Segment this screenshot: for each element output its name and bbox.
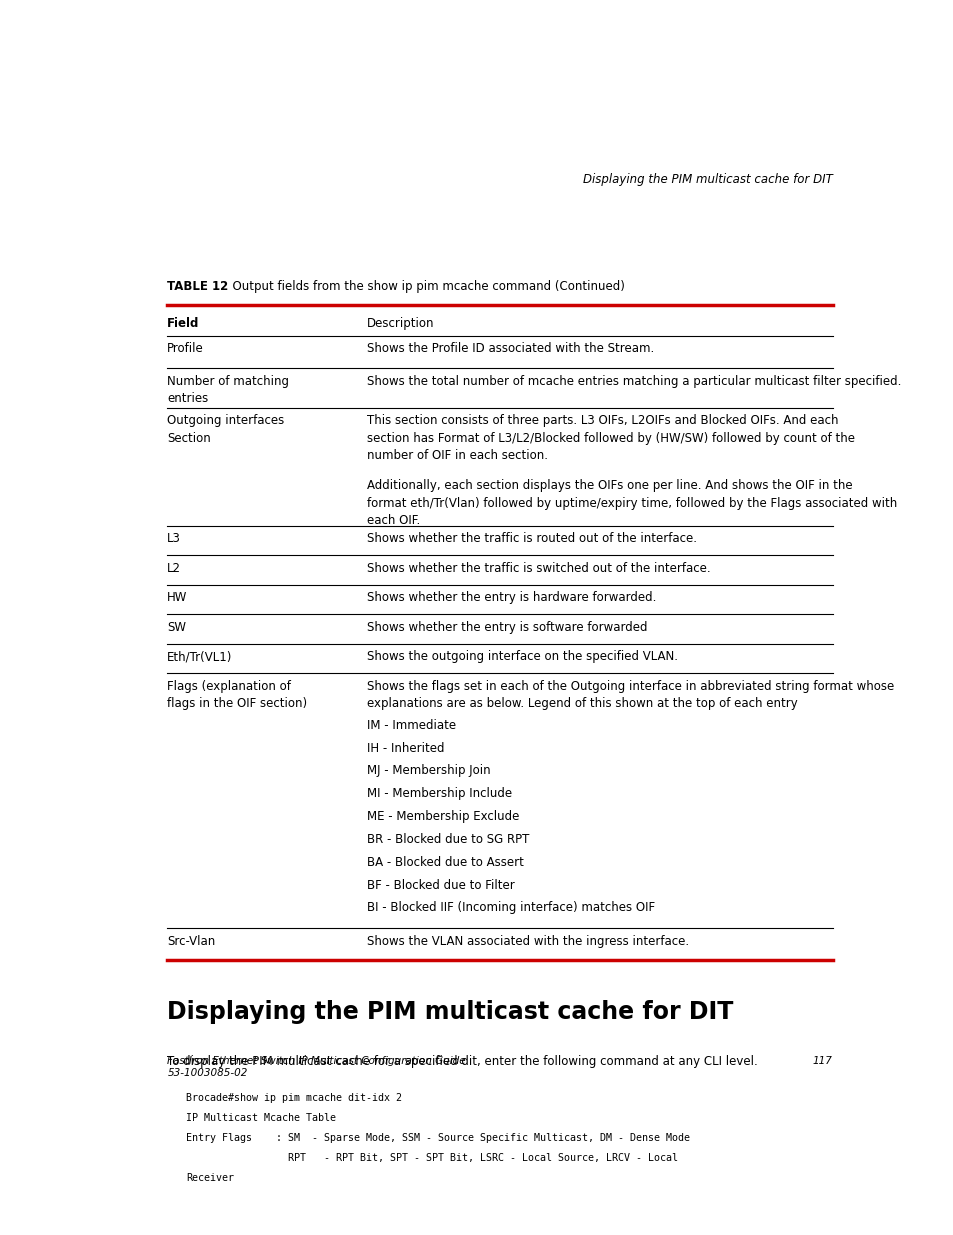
Text: This section consists of three parts. L3 OIFs, L2OIFs and Blocked OIFs. And each: This section consists of three parts. L3… — [367, 415, 854, 462]
Text: L2: L2 — [167, 562, 181, 574]
Text: Shows the Profile ID associated with the Stream.: Shows the Profile ID associated with the… — [367, 342, 654, 356]
Text: Field: Field — [167, 317, 199, 331]
Text: Shows whether the traffic is switched out of the interface.: Shows whether the traffic is switched ou… — [367, 562, 710, 574]
Text: Shows the outgoing interface on the specified VLAN.: Shows the outgoing interface on the spec… — [367, 651, 678, 663]
Text: Displaying the PIM multicast cache for DIT: Displaying the PIM multicast cache for D… — [167, 1000, 733, 1024]
Text: TABLE 12: TABLE 12 — [167, 280, 229, 293]
Text: Shows whether the entry is hardware forwarded.: Shows whether the entry is hardware forw… — [367, 592, 656, 604]
Text: Shows whether the entry is software forwarded: Shows whether the entry is software forw… — [367, 621, 647, 634]
Text: IH - Inherited: IH - Inherited — [367, 741, 444, 755]
Text: Eth/Tr(VL1): Eth/Tr(VL1) — [167, 651, 233, 663]
Text: Src-Vlan: Src-Vlan — [167, 935, 215, 947]
Text: Profile: Profile — [167, 342, 204, 356]
Text: SW: SW — [167, 621, 186, 634]
Text: FastIron Ethernet Switch IP Multicast Configuration Guide: FastIron Ethernet Switch IP Multicast Co… — [167, 1056, 465, 1066]
Text: Outgoing interfaces
Section: Outgoing interfaces Section — [167, 415, 284, 445]
Text: HW: HW — [167, 592, 188, 604]
Text: Additionally, each section displays the OIFs one per line. And shows the OIF in : Additionally, each section displays the … — [367, 479, 896, 527]
Text: BI - Blocked IIF (Incoming interface) matches OIF: BI - Blocked IIF (Incoming interface) ma… — [367, 902, 655, 914]
Text: Entry Flags    : SM  - Sparse Mode, SSM - Source Specific Multicast, DM - Dense : Entry Flags : SM - Sparse Mode, SSM - So… — [186, 1134, 689, 1144]
Text: Shows the total number of mcache entries matching a particular multicast filter : Shows the total number of mcache entries… — [367, 374, 901, 388]
Text: L3: L3 — [167, 532, 181, 546]
Text: 117: 117 — [812, 1056, 832, 1066]
Text: 53-1003085-02: 53-1003085-02 — [167, 1068, 248, 1078]
Text: Number of matching
entries: Number of matching entries — [167, 374, 289, 405]
Text: Description: Description — [367, 317, 434, 331]
Text: BR - Blocked due to SG RPT: BR - Blocked due to SG RPT — [367, 832, 529, 846]
Text: RPT   - RPT Bit, SPT - SPT Bit, LSRC - Local Source, LRCV - Local: RPT - RPT Bit, SPT - SPT Bit, LSRC - Loc… — [186, 1153, 677, 1163]
Text: Shows whether the traffic is routed out of the interface.: Shows whether the traffic is routed out … — [367, 532, 697, 546]
Text: IM - Immediate: IM - Immediate — [367, 719, 456, 732]
Text: MJ - Membership Join: MJ - Membership Join — [367, 764, 490, 777]
Text: Displaying the PIM multicast cache for DIT: Displaying the PIM multicast cache for D… — [582, 173, 832, 186]
Text: Shows the flags set in each of the Outgoing interface in abbreviated string form: Shows the flags set in each of the Outgo… — [367, 679, 893, 710]
Text: ME - Membership Exclude: ME - Membership Exclude — [367, 810, 518, 823]
Text: BA - Blocked due to Assert: BA - Blocked due to Assert — [367, 856, 523, 868]
Text: Output fields from the show ip pim mcache command (Continued): Output fields from the show ip pim mcach… — [225, 280, 624, 293]
Text: Flags (explanation of
flags in the OIF section): Flags (explanation of flags in the OIF s… — [167, 679, 307, 710]
Text: BF - Blocked due to Filter: BF - Blocked due to Filter — [367, 878, 514, 892]
Text: Receiver: Receiver — [186, 1173, 233, 1183]
Text: IP Multicast Mcache Table: IP Multicast Mcache Table — [186, 1114, 335, 1124]
Text: Brocade#show ip pim mcache dit-idx 2: Brocade#show ip pim mcache dit-idx 2 — [186, 1093, 401, 1103]
Text: To display the PIM multicast cache for a specified dit, enter the following comm: To display the PIM multicast cache for a… — [167, 1056, 758, 1068]
Text: Shows the VLAN associated with the ingress interface.: Shows the VLAN associated with the ingre… — [367, 935, 688, 947]
Text: MI - Membership Include: MI - Membership Include — [367, 787, 512, 800]
